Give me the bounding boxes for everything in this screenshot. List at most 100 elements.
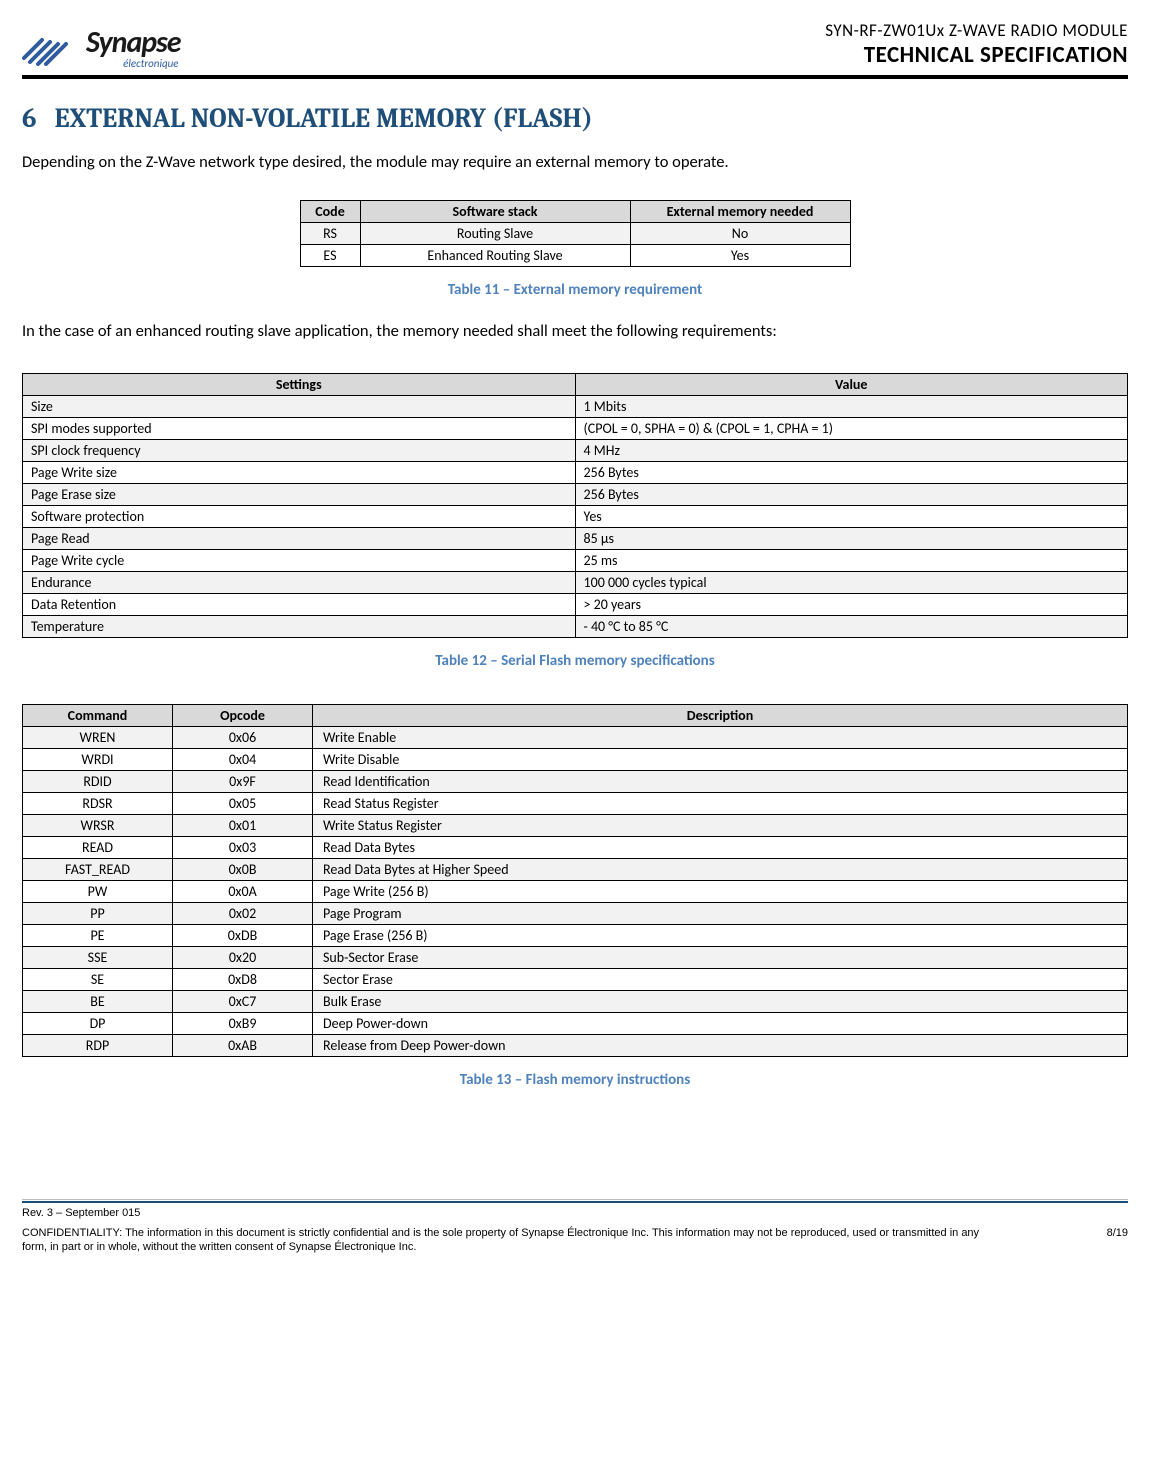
table-cell: Bulk Erase [313,991,1128,1013]
table-cell: 256 Bytes [575,484,1128,506]
table-cell: RDP [23,1035,173,1057]
table-cell: Data Retention [23,594,576,616]
footer-rev: Rev. 3 – September 015 [22,1207,1128,1219]
table-cell: SSE [23,947,173,969]
table-cell: 0x9F [173,771,313,793]
table-cell: WRSR [23,815,173,837]
table-row: SSE0x20Sub-Sector Erase [23,947,1128,969]
table-cell: Yes [575,506,1128,528]
table-row: RDSR0x05Read Status Register [23,793,1128,815]
table-cell: Endurance [23,572,576,594]
table-cell: 0xB9 [173,1013,313,1035]
table-row: Temperature- 40 °C to 85 °C [23,616,1128,638]
table-row: Page Read85 µs [23,528,1128,550]
table-cell: Page Erase (256 B) [313,925,1128,947]
table-header: Code [300,201,360,223]
table-cell: ES [300,245,360,267]
table-row: WRDI0x04Write Disable [23,749,1128,771]
table-row: Page Write cycle25 ms [23,550,1128,572]
section-heading: 6 EXTERNAL NON-VOLATILE MEMORY (FLASH) [22,103,1128,134]
table-cell: PW [23,881,173,903]
section-title-text: EXTERNAL NON-VOLATILE MEMORY (FLASH) [55,103,593,134]
table-cell: - 40 °C to 85 °C [575,616,1128,638]
footer-confidentiality: CONFIDENTIALITY: The information in this… [22,1227,982,1255]
header-doc-title: TECHNICAL SPECIFICATION [825,41,1128,69]
table-row: Data Retention> 20 years [23,594,1128,616]
table-cell: 0xDB [173,925,313,947]
table-row: Software protectionYes [23,506,1128,528]
page-header: Synapse électronique SYN-RF-ZW01Ux Z-WAV… [22,20,1128,79]
table-cell: SPI modes supported [23,418,576,440]
table-cell: > 20 years [575,594,1128,616]
table-cell: WREN [23,727,173,749]
table-header: Command [23,705,173,727]
table-cell: SE [23,969,173,991]
table-row: READ0x03Read Data Bytes [23,837,1128,859]
paragraph-2: In the case of an enhanced routing slave… [22,321,1128,341]
table-cell: Sub-Sector Erase [313,947,1128,969]
table-cell: Read Identification [313,771,1128,793]
logo-subtext: électronique [123,58,180,69]
table-cell: 0x0B [173,859,313,881]
table-cell: 0xD8 [173,969,313,991]
table-header: Software stack [360,201,630,223]
table-13: CommandOpcodeDescription WREN0x06Write E… [22,704,1128,1057]
table-row: DP0xB9Deep Power-down [23,1013,1128,1035]
table-cell: RDSR [23,793,173,815]
table-cell: Write Status Register [313,815,1128,837]
table-cell: PP [23,903,173,925]
footer-page-number: 8/19 [1087,1227,1128,1239]
table-cell: 0x05 [173,793,313,815]
table-row: PE0xDBPage Erase (256 B) [23,925,1128,947]
table-header: Description [313,705,1128,727]
table-cell: Page Read [23,528,576,550]
table-row: ESEnhanced Routing SlaveYes [300,245,850,267]
table-header: Opcode [173,705,313,727]
table-cell: 0x02 [173,903,313,925]
table-cell: SPI clock frequency [23,440,576,462]
table-cell: WRDI [23,749,173,771]
table-cell: 25 ms [575,550,1128,572]
table-cell: 0x01 [173,815,313,837]
table-cell: Read Status Register [313,793,1128,815]
table-11-caption: Table 11 – External memory requirement [22,281,1128,299]
table-cell: RS [300,223,360,245]
table-cell: Routing Slave [360,223,630,245]
table-row: Page Erase size256 Bytes [23,484,1128,506]
section-number: 6 [22,103,37,134]
table-row: RDP0xABRelease from Deep Power-down [23,1035,1128,1057]
table-11: CodeSoftware stackExternal memory needed… [300,200,851,267]
table-cell: 100 000 cycles typical [575,572,1128,594]
table-cell: 0xAB [173,1035,313,1057]
table-cell: Temperature [23,616,576,638]
header-right: SYN-RF-ZW01Ux Z-WAVE RADIO MODULE TECHNI… [825,20,1128,69]
table-row: SPI modes supported(CPOL = 0, SPHA = 0) … [23,418,1128,440]
table-row: BE0xC7Bulk Erase [23,991,1128,1013]
table-row: Endurance100 000 cycles typical [23,572,1128,594]
table-row: WREN0x06Write Enable [23,727,1128,749]
table-cell: Page Erase size [23,484,576,506]
table-row: Page Write size256 Bytes [23,462,1128,484]
table-cell: Sector Erase [313,969,1128,991]
header-product-line: SYN-RF-ZW01Ux Z-WAVE RADIO MODULE [825,20,1128,41]
table-row: Size1 Mbits [23,396,1128,418]
table-cell: RDID [23,771,173,793]
logo-mark-icon [22,32,80,66]
table-cell: Enhanced Routing Slave [360,245,630,267]
table-row: RSRouting SlaveNo [300,223,850,245]
table-row: RDID0x9FRead Identification [23,771,1128,793]
logo-text: Synapse [86,28,181,58]
table-cell: Page Write size [23,462,576,484]
table-cell: Read Data Bytes [313,837,1128,859]
table-cell: Page Write (256 B) [313,881,1128,903]
table-cell: READ [23,837,173,859]
logo: Synapse électronique [22,28,181,69]
table-cell: 0x06 [173,727,313,749]
table-cell: 0x20 [173,947,313,969]
table-cell: 0xC7 [173,991,313,1013]
table-cell: Read Data Bytes at Higher Speed [313,859,1128,881]
table-cell: (CPOL = 0, SPHA = 0) & (CPOL = 1, CPHA =… [575,418,1128,440]
paragraph-1: Depending on the Z-Wave network type des… [22,152,1128,172]
table-header: Value [575,374,1128,396]
table-cell: 256 Bytes [575,462,1128,484]
